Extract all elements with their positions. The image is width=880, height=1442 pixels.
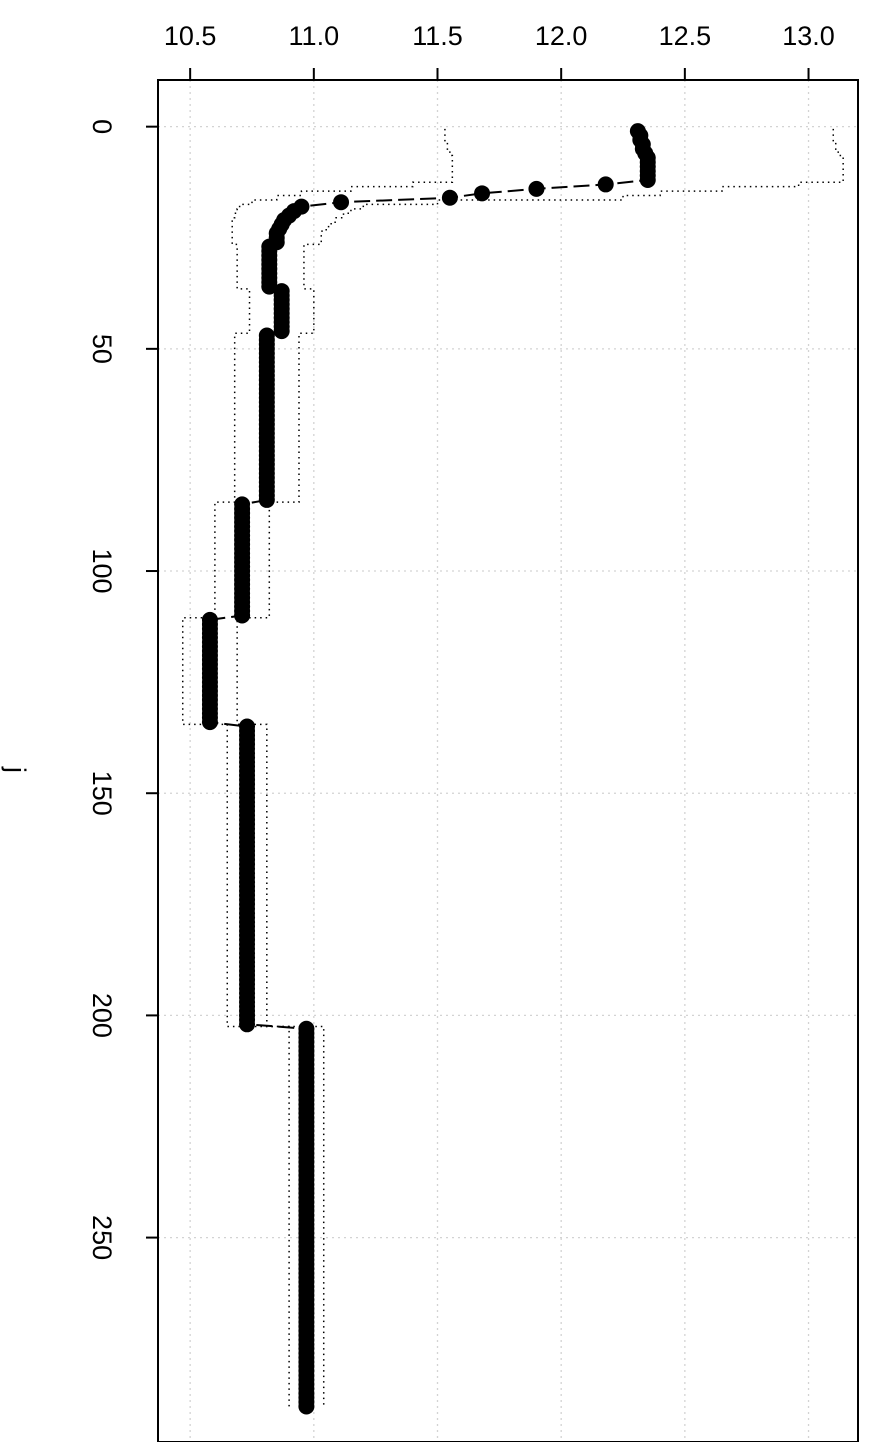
data-point: [234, 607, 251, 624]
value-axis-top: 10.5 11.0 11.5 12.0 12.5 13.0: [164, 21, 835, 80]
data-point: [201, 714, 218, 731]
data-point: [261, 278, 278, 295]
point-layer: [201, 123, 656, 1415]
index-tick-label: 250: [87, 1215, 117, 1260]
data-point: [273, 323, 290, 340]
data-point: [474, 185, 491, 202]
data-point: [258, 491, 275, 508]
value-tick-label: 11.0: [289, 21, 340, 51]
value-tick-label: 10.5: [164, 21, 217, 51]
value-tick-label: 12.5: [659, 21, 712, 51]
data-point: [333, 194, 350, 211]
index-tick-label: 200: [87, 993, 117, 1038]
data-point: [441, 189, 458, 206]
data-point: [298, 1398, 315, 1415]
value-tick-label: 12.0: [535, 21, 588, 51]
data-point: [239, 1016, 256, 1033]
index-tick-label: 150: [87, 771, 117, 816]
index-tick-label: 100: [87, 548, 117, 593]
lower-band-line: [181, 128, 454, 1409]
value-tick-label: 13.0: [782, 21, 835, 51]
index-axis-title: j: [1, 766, 31, 773]
index-axis-left: 0 50 100 150 200 250: [87, 119, 158, 1260]
data-point: [528, 180, 545, 197]
band-layer: [181, 128, 844, 1409]
plot-frame: [157, 79, 859, 1442]
value-tick-label: 11.5: [412, 21, 463, 51]
upper-band-line: [236, 128, 844, 1409]
data-point: [639, 171, 656, 188]
index-tick-label: 50: [87, 334, 117, 364]
data-point: [597, 176, 614, 193]
index-tick-label: 0: [87, 119, 117, 134]
